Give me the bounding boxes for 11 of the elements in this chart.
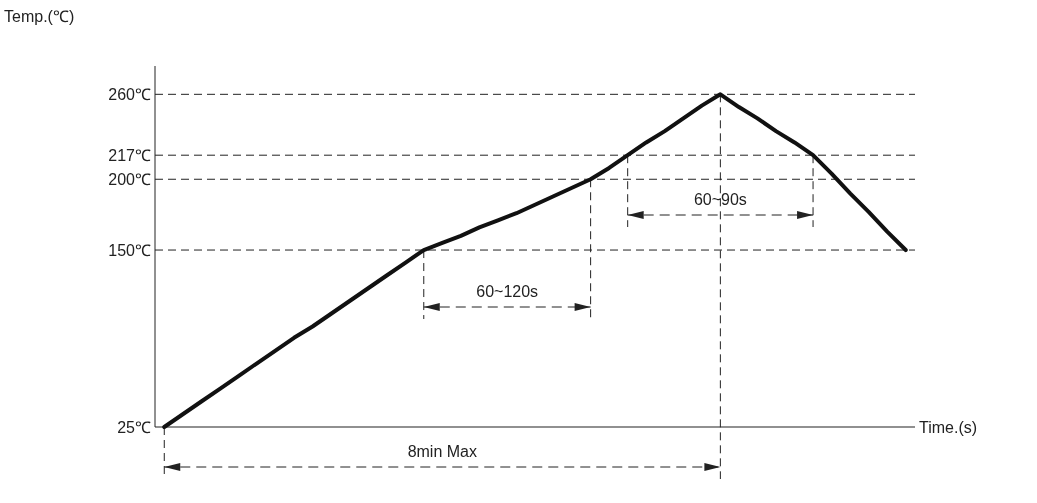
- y-tick-label: 150℃: [108, 241, 151, 259]
- text: Time.(s): [919, 419, 978, 436]
- y-axis-title: Temp.(℃): [4, 8, 75, 25]
- line-series: [162, 92, 908, 429]
- text: 8min Max: [407, 443, 477, 460]
- annotation: 60~120s: [476, 283, 539, 300]
- y-tick-label: 260℃: [108, 85, 151, 103]
- y-tick-label: 217℃: [108, 146, 151, 164]
- y-tick-label: 25℃: [117, 418, 151, 436]
- y-tick-label: 200℃: [108, 170, 151, 188]
- annotation: 60~90s: [693, 191, 747, 208]
